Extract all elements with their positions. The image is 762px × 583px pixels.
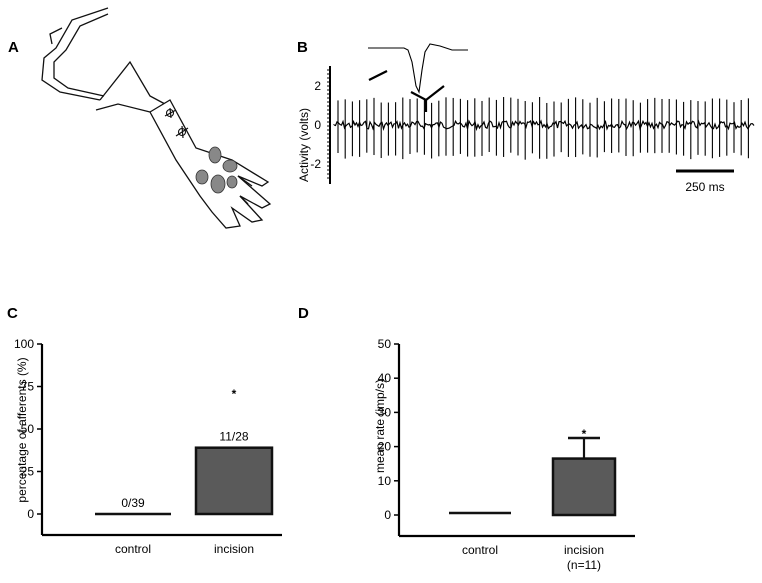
hindpaw-illustration [41,7,272,229]
panel-b-letter: B [297,39,308,56]
y-tick-label: 75 [21,380,35,394]
y-tick-label: 50 [21,422,35,436]
receptive-field-marks [164,107,238,194]
bar-incision [551,457,617,517]
y-tick-label: 0 [27,507,34,521]
time-scale-label: 250 ms [685,180,724,194]
x-category-label: incision [214,542,254,556]
panel-b-ylabel: Activity (volts) [297,108,311,182]
panel-c-ylabel: percentage of afferents (%) [15,357,29,502]
panel-d-letter: D [298,305,309,322]
y-tick-label: 10 [378,474,392,488]
bar-value-label: 11/28 [219,430,248,444]
panel-b-axis [327,66,331,184]
inset-pointer-right [410,85,445,102]
significance-marker: * [232,387,237,401]
x-category-sublabel: (n=11) [567,558,601,572]
panel-d-ylabel: mean rate (imp/s) [373,379,387,473]
panel-a-letter: A [8,39,19,56]
x-category-label: incision [564,543,604,557]
panel-d-chart: 0 10 20 30 40 50 control * incision(n=11) [378,337,635,572]
panel-b-ytick-0: 0 [314,118,321,132]
panel-c-chart: 0 25 50 75 100 0/39 control 11/28 * incision [14,337,282,556]
y-tick-label: 0 [384,508,391,522]
bar-incision [194,446,274,516]
panel-c-letter: C [7,305,18,322]
y-tick-label: 100 [14,337,34,351]
y-tick-label: 40 [378,371,392,385]
inset-pointer-left [368,70,388,81]
spike-train-trace [333,97,755,160]
panel-b-ytick-neg2: -2 [310,157,321,171]
x-category-label: control [115,542,151,556]
panel-b-ytick-2: 2 [314,79,321,93]
y-tick-label: 25 [21,465,35,479]
y-tick-label: 50 [378,337,392,351]
y-tick-label: 20 [378,440,392,454]
bar-value-label: 0/39 [121,496,145,510]
significance-marker: * [582,427,587,441]
x-category-label: control [462,543,498,557]
spike-waveform-inset [368,43,468,112]
y-tick-label: 30 [378,405,392,419]
